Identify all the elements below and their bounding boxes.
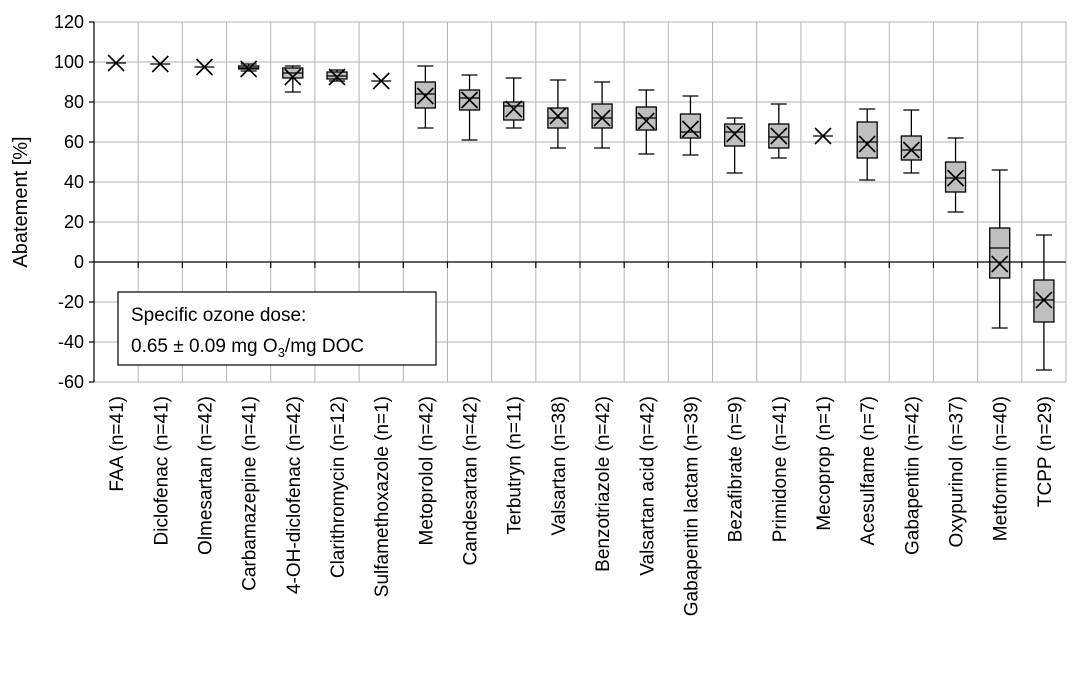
box-16: [813, 127, 833, 145]
category-label: Sulfamethoxazole (n=1): [372, 396, 393, 597]
category-label: FAA (n=41): [107, 396, 128, 492]
category-label: Mecoprop (n=1): [814, 396, 835, 531]
box-8: [458, 74, 481, 141]
mean-marker: [770, 127, 788, 145]
category-label: Diclofenac (n=41): [151, 396, 172, 545]
box-9: [503, 77, 525, 129]
mean-marker: [416, 87, 434, 105]
category-label: Clarithromycin (n=12): [328, 396, 349, 578]
y-tick-label: 60: [64, 132, 84, 152]
y-tick-label: 120: [54, 12, 84, 32]
iqr-box: [989, 227, 1011, 279]
mean-marker: [991, 255, 1009, 273]
box-14: [723, 117, 746, 174]
annotation-line-2-prefix: 0.65 ± 0.09 mg O: [131, 336, 278, 357]
mean-marker: [505, 100, 523, 118]
category-label: Acesulfame (n=7): [858, 396, 879, 545]
mean-marker: [549, 107, 567, 125]
category-label: Terbutryn (n=11): [505, 396, 526, 535]
mean-marker: [902, 141, 920, 159]
box-5: [326, 68, 348, 86]
iqr-box: [679, 113, 702, 139]
category-label: Primidone (n=41): [770, 396, 791, 542]
mean-marker: [460, 91, 479, 109]
box-1: [150, 55, 171, 73]
category-labels: FAA (n=41) Diclofenac (n=41) Olmesartan (n…: [107, 396, 1056, 616]
box-4: [282, 65, 304, 93]
box-19: [944, 137, 967, 213]
y-tick-label: -40: [58, 332, 84, 352]
annotation-line-2-subscript: 3: [278, 345, 285, 360]
y-tick-label: 40: [64, 172, 84, 192]
annotation-box: [117, 291, 437, 366]
mean-marker: [328, 68, 346, 86]
category-label: Metformin (n=40): [991, 396, 1012, 541]
iqr-box: [856, 121, 878, 159]
mean-marker: [284, 68, 302, 86]
axes: [89, 21, 1066, 383]
box-10: [547, 79, 569, 149]
annotation-line-1: Specific ozone dose:: [131, 305, 306, 326]
box-20: [989, 169, 1011, 329]
box-2: [194, 58, 215, 76]
y-tick-label: 100: [54, 52, 84, 72]
box-0: [106, 54, 127, 72]
y-tick-label: 0: [74, 252, 84, 272]
mean-marker: [195, 58, 214, 76]
y-tick-label: -60: [58, 372, 84, 392]
iqr-box: [503, 101, 525, 121]
category-label: Valsartan (n=38): [549, 396, 570, 536]
box-11: [591, 81, 613, 149]
box-13: [679, 95, 702, 156]
box-15: [768, 103, 790, 159]
category-label: Candesartan (n=42): [461, 396, 482, 566]
category-label: Benzotriazole (n=42): [593, 396, 614, 572]
mean-marker: [1035, 291, 1053, 309]
box-7: [414, 65, 437, 129]
category-label: Oxypurinol (n=37): [947, 396, 968, 548]
ozone-dose-annotation: Specific ozone dose: 0.65 ± 0.09 mg O3/m…: [117, 291, 437, 366]
y-tick-label: -20: [58, 292, 84, 312]
category-label: Bezafibrate (n=9): [726, 396, 747, 542]
annotation-line-2-suffix: /mg DOC: [285, 336, 364, 357]
category-label: Carbamazepine (n=41): [240, 396, 261, 591]
mean-marker: [858, 135, 876, 153]
category-label: Gabapentin (n=42): [902, 396, 923, 555]
mean-marker: [681, 120, 700, 138]
mean-marker: [372, 72, 390, 90]
box-6: [371, 72, 392, 90]
box-18: [900, 109, 923, 174]
mean-marker: [637, 112, 655, 130]
box-12: [635, 89, 657, 155]
y-axis-label: Abatement [%]: [10, 136, 32, 267]
mean-marker: [240, 60, 258, 78]
mean-marker: [151, 55, 169, 73]
category-label: Olmesartan (n=42): [195, 396, 216, 555]
box-3: [237, 60, 260, 78]
category-label: TCPP (n=29): [1035, 396, 1056, 507]
y-tick-labels: -60 -40 -20 0 20 40 60 80 100 120: [54, 12, 84, 392]
category-label: Gabapentin lactam (n=39): [681, 396, 702, 616]
mean-marker: [107, 54, 125, 72]
mean-marker: [593, 109, 611, 127]
category-label: Valsartan acid (n=42): [637, 396, 658, 576]
mean-marker: [946, 169, 965, 187]
mean-marker: [814, 127, 832, 145]
box-21: [1033, 234, 1055, 371]
box-17: [856, 108, 878, 181]
boxes: [106, 54, 1055, 371]
y-tick-label: 80: [64, 92, 84, 112]
category-label: 4-OH-diclofenac (n=42): [284, 396, 305, 594]
annotation-line-2: 0.65 ± 0.09 mg O3/mg DOC: [131, 336, 364, 360]
y-tick-label: 20: [64, 212, 84, 232]
mean-marker: [726, 125, 744, 143]
category-label: Metoprolol (n=42): [416, 396, 437, 545]
